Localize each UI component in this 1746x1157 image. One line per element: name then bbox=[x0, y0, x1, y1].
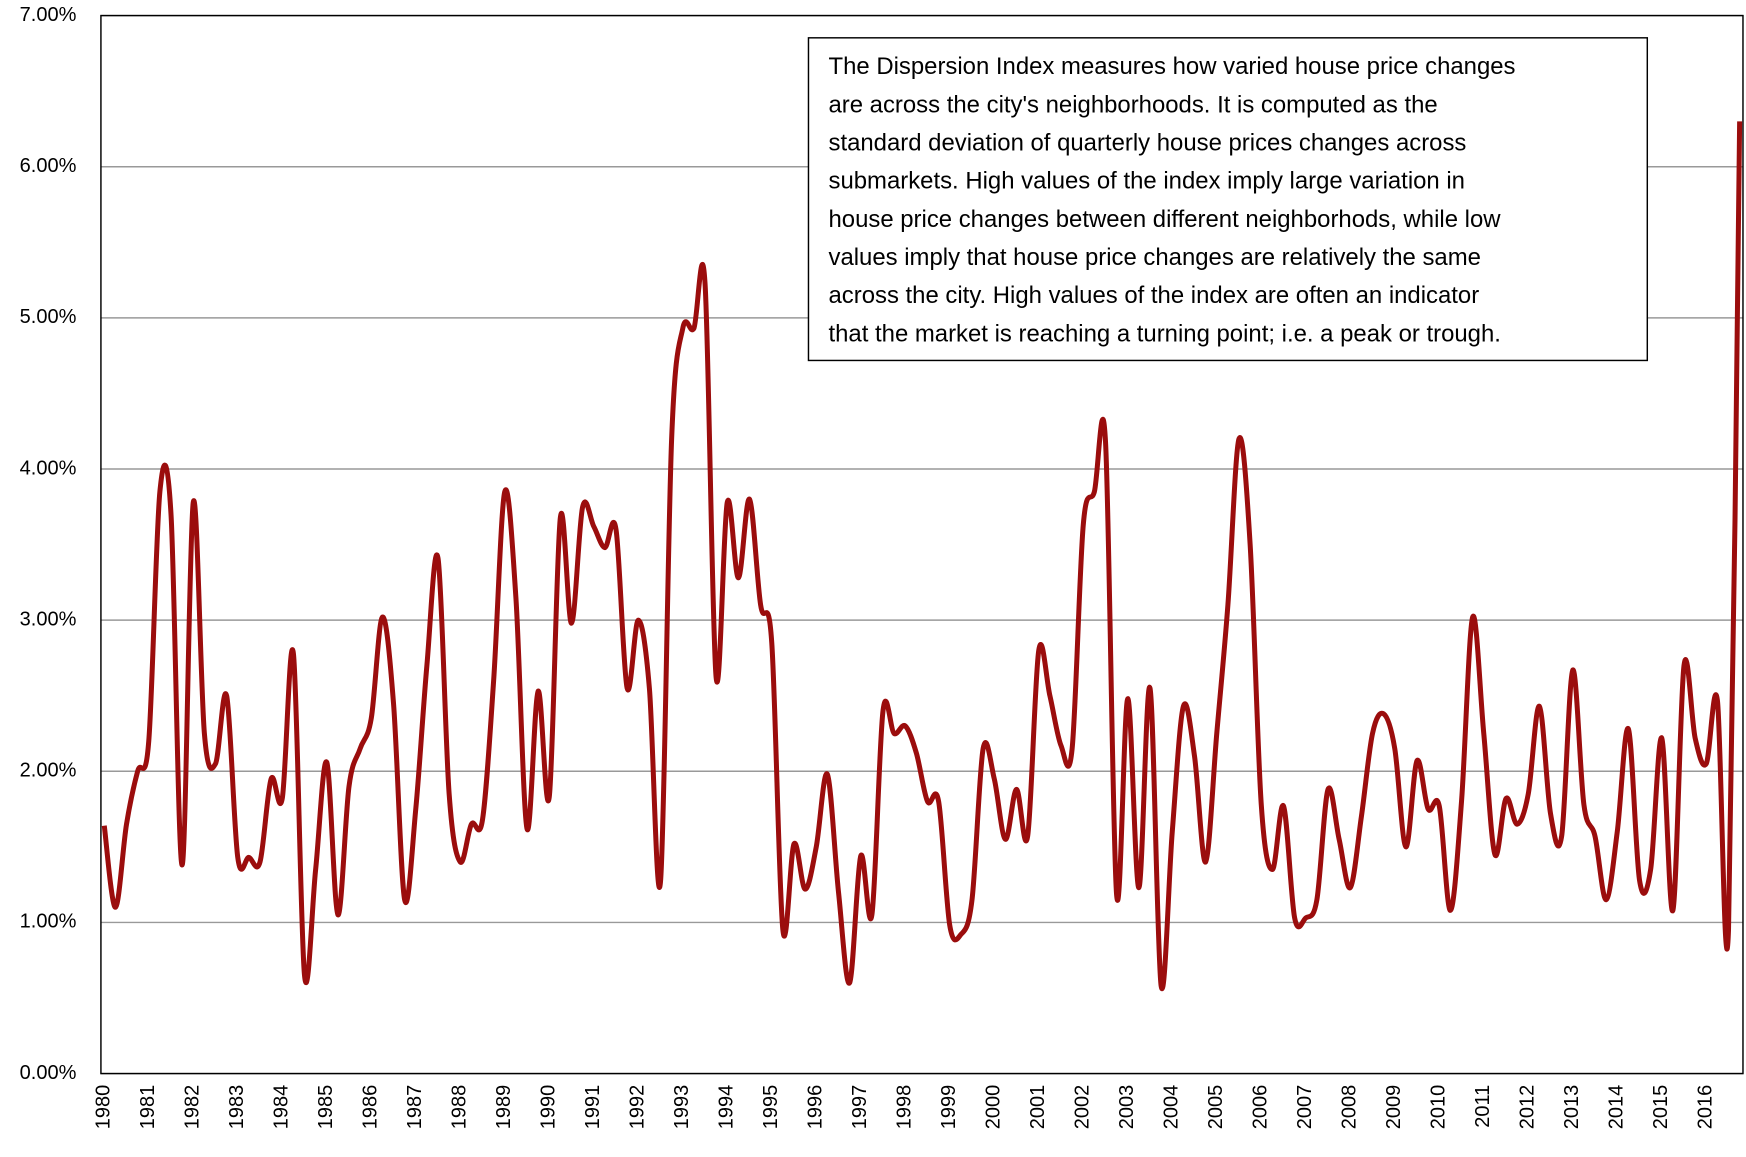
x-tick-label: 1989 bbox=[493, 1085, 515, 1130]
annotation-line: that the market is reaching a turning po… bbox=[829, 320, 1501, 347]
y-tick-label: 0.00% bbox=[20, 1062, 77, 1084]
annotation-line: across the city. High values of the inde… bbox=[829, 282, 1480, 309]
annotation-line: standard deviation of quarterly house pr… bbox=[829, 129, 1467, 156]
x-tick-label: 1997 bbox=[849, 1085, 871, 1130]
x-tick-label: 1994 bbox=[716, 1085, 738, 1130]
y-tick-label: 5.00% bbox=[20, 306, 77, 328]
x-tick-label: 2014 bbox=[1606, 1085, 1628, 1130]
annotation-line: house price changes between different ne… bbox=[829, 206, 1502, 233]
x-tick-label: 1993 bbox=[671, 1085, 693, 1130]
y-tick-label: 7.00% bbox=[20, 4, 77, 26]
x-tick-label: 1980 bbox=[93, 1085, 115, 1130]
y-tick-label: 3.00% bbox=[20, 608, 77, 630]
x-tick-label: 2001 bbox=[1027, 1085, 1049, 1130]
annotation-line: are across the city's neighborhoods. It … bbox=[829, 91, 1438, 118]
x-tick-label: 2013 bbox=[1561, 1085, 1583, 1130]
y-tick-label: 1.00% bbox=[20, 911, 77, 933]
y-tick-label: 2.00% bbox=[20, 760, 77, 782]
x-tick-label: 1982 bbox=[182, 1085, 204, 1130]
annotation-box bbox=[807, 37, 1649, 362]
x-tick-label: 1984 bbox=[271, 1085, 293, 1130]
x-tick-label: 1998 bbox=[894, 1085, 916, 1130]
x-tick-label: 1992 bbox=[627, 1085, 649, 1130]
x-tick-label: 2012 bbox=[1517, 1085, 1539, 1130]
x-tick-label: 2011 bbox=[1472, 1085, 1494, 1128]
annotation-line: The Dispersion Index measures how varied… bbox=[829, 53, 1516, 80]
x-tick-label: 2010 bbox=[1428, 1085, 1450, 1130]
x-tick-label: 1999 bbox=[938, 1085, 960, 1130]
y-tick-label: 4.00% bbox=[20, 457, 77, 479]
x-tick-label: 1987 bbox=[404, 1085, 426, 1130]
x-tick-label: 2006 bbox=[1250, 1085, 1272, 1130]
data-line bbox=[101, 121, 1743, 992]
x-tick-label: 2015 bbox=[1650, 1085, 1672, 1130]
x-tick-label: 1990 bbox=[538, 1085, 560, 1130]
x-tick-label: 1983 bbox=[226, 1085, 248, 1130]
x-tick-label: 1995 bbox=[760, 1085, 782, 1130]
x-tick-label: 1988 bbox=[449, 1085, 471, 1130]
x-tick-label: 2008 bbox=[1339, 1085, 1361, 1130]
x-tick-label: 1996 bbox=[805, 1085, 827, 1130]
x-tick-label: 2002 bbox=[1072, 1085, 1094, 1130]
x-tick-label: 2007 bbox=[1294, 1085, 1316, 1130]
x-tick-label: 2016 bbox=[1695, 1085, 1717, 1130]
x-tick-label: 2005 bbox=[1205, 1085, 1227, 1130]
annotation-line: submarkets. High values of the index imp… bbox=[829, 168, 1465, 195]
x-tick-label: 1985 bbox=[315, 1085, 337, 1130]
x-tick-label: 2003 bbox=[1116, 1085, 1138, 1130]
y-tick-label: 6.00% bbox=[20, 155, 77, 177]
x-tick-label: 1981 bbox=[137, 1085, 159, 1130]
x-tick-label: 1991 bbox=[582, 1085, 604, 1130]
x-tick-label: 2009 bbox=[1383, 1085, 1405, 1130]
x-tick-label: 2000 bbox=[983, 1085, 1005, 1130]
plot-frame bbox=[100, 14, 1744, 1075]
x-tick-label: 1986 bbox=[360, 1085, 382, 1130]
annotation-line: values imply that house price changes ar… bbox=[829, 244, 1481, 271]
x-tick-label: 2004 bbox=[1161, 1085, 1183, 1130]
